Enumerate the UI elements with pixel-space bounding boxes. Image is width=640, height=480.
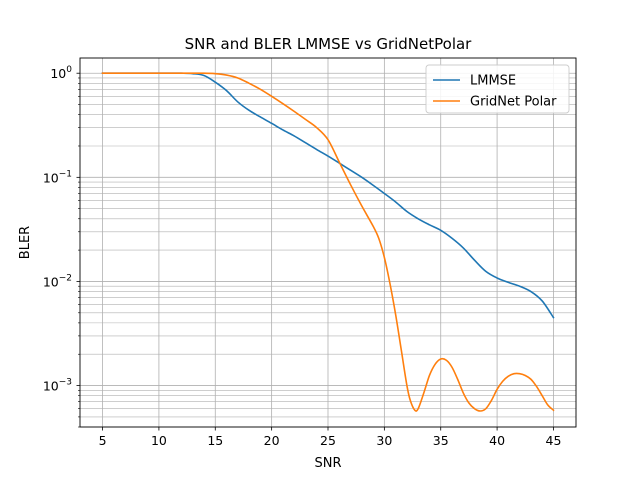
y-tick-label-base: 10 bbox=[43, 170, 59, 185]
y-tick-label-base: 10 bbox=[43, 379, 59, 394]
y-tick-label: 10−3 bbox=[43, 378, 72, 394]
y-tick-label: 10−1 bbox=[43, 169, 72, 185]
x-tick-label: 25 bbox=[320, 433, 336, 448]
y-tick-label-exponent: −1 bbox=[59, 169, 72, 179]
y-tick-label: 100 bbox=[50, 65, 72, 81]
legend: LMMSE GridNet Polar bbox=[425, 64, 570, 114]
x-tick-label: 10 bbox=[151, 433, 167, 448]
y-tick-label-base: 10 bbox=[50, 66, 66, 81]
x-tick-label: 15 bbox=[207, 433, 223, 448]
x-tick-label: 5 bbox=[99, 433, 107, 448]
chart-title: SNR and BLER LMMSE vs GridNetPolar bbox=[185, 35, 473, 53]
x-tick-label: 30 bbox=[376, 433, 392, 448]
x-tick-label: 20 bbox=[264, 433, 280, 448]
x-axis-label: SNR bbox=[314, 456, 341, 471]
legend-label-lmmse: LMMSE bbox=[470, 74, 516, 89]
y-tick-label: 10−2 bbox=[43, 273, 72, 289]
y-tick-label-base: 10 bbox=[43, 274, 59, 289]
series-layer bbox=[101, 72, 555, 412]
legend-label-gridnet-polar: GridNet Polar bbox=[470, 95, 557, 110]
x-tick-label: 35 bbox=[433, 433, 449, 448]
x-tick-label: 45 bbox=[546, 433, 562, 448]
legend-box bbox=[425, 64, 570, 114]
y-axis-label: BLER bbox=[18, 226, 33, 259]
series-line-gridnet-polar bbox=[101, 72, 555, 412]
y-tick-label-exponent: 0 bbox=[66, 65, 72, 75]
y-tick-label-exponent: −2 bbox=[59, 273, 72, 283]
y-tick-label-exponent: −3 bbox=[59, 378, 72, 388]
x-tick-label: 40 bbox=[489, 433, 505, 448]
